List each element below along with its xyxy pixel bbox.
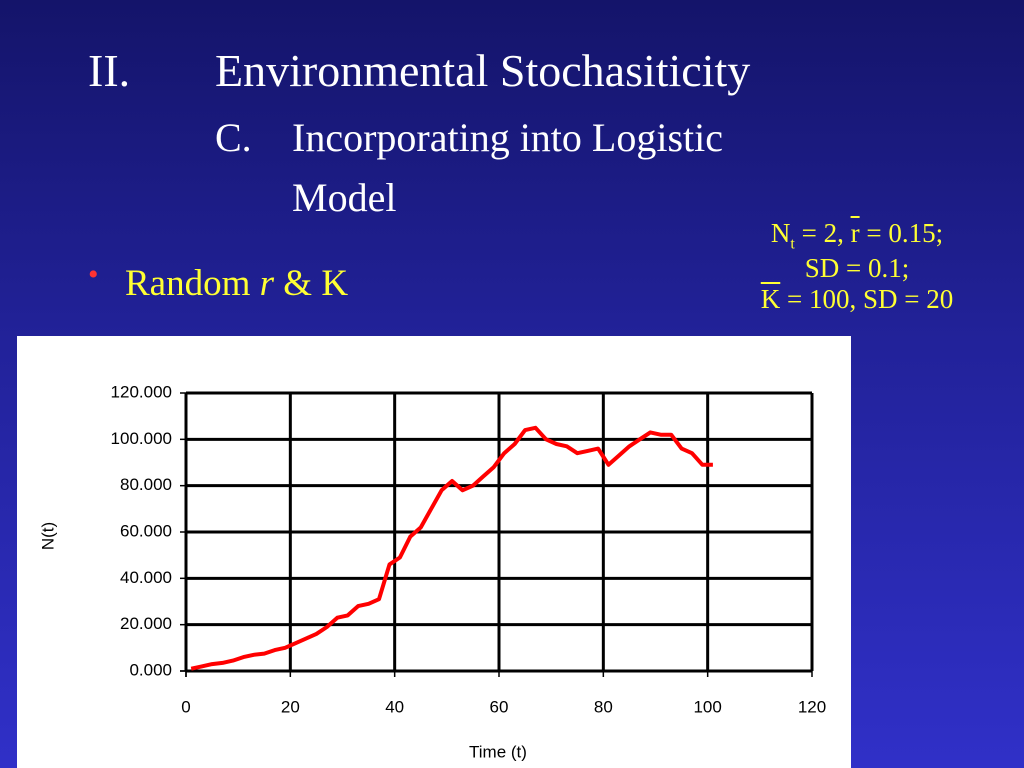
x-tick-label: 80: [594, 697, 613, 716]
note-line: K = 100, SD = 20: [697, 284, 1017, 315]
y-tick-label: 40.000: [120, 568, 172, 587]
text: K: [760, 284, 781, 315]
text: = 0.15;: [859, 218, 944, 248]
chart-background: [17, 336, 851, 768]
title-number: II.: [88, 45, 131, 96]
title: Environmental Stochasiticity: [215, 45, 751, 96]
y-axis-title: N(t): [38, 522, 57, 550]
x-axis-title: Time (t): [469, 742, 527, 761]
text: r: [259, 263, 275, 304]
subtitle-letter: C.: [215, 115, 252, 160]
note: Nt = 2, r = 0.15; SD = 0.1; K = 100, SD …: [697, 218, 1017, 315]
data-line: [190, 425, 713, 671]
y-tick-label: 60.000: [120, 521, 172, 540]
x-tick-label: 60: [490, 697, 509, 716]
bullet-dot: •: [88, 258, 99, 291]
text: = 2,: [794, 218, 851, 248]
bullet: Random r & K: [125, 262, 348, 305]
chart: N(t) Time (t) 0.000 20.000 40.000 60.000 80.…: [17, 336, 851, 768]
text: t: [790, 235, 795, 253]
y-tick-label: 20.000: [120, 614, 172, 633]
x-tick-label: 40: [385, 697, 404, 716]
text: N: [770, 218, 791, 248]
y-tick-label: 80.000: [120, 475, 172, 494]
x-tick-label: 0: [181, 697, 190, 716]
note-line: SD = 0.1;: [804, 253, 910, 284]
x-tick-label: 20: [281, 697, 300, 716]
y-tick-label: 100.000: [111, 429, 172, 448]
x-tick-label: 100: [693, 697, 721, 716]
text: Random: [125, 263, 260, 304]
text: = 100, SD = 20: [780, 284, 954, 315]
note-line: Nt = 2, r = 0.15;: [697, 218, 1017, 253]
y-tick-label: 120.000: [111, 382, 172, 401]
y-tick-label: 0.000: [129, 660, 172, 679]
text: & K: [274, 263, 349, 304]
subtitle: Incorporating into Logistic: [292, 115, 724, 160]
text: r: [850, 218, 860, 248]
subtitle: Model: [292, 175, 397, 220]
x-tick-label: 120: [798, 697, 826, 716]
